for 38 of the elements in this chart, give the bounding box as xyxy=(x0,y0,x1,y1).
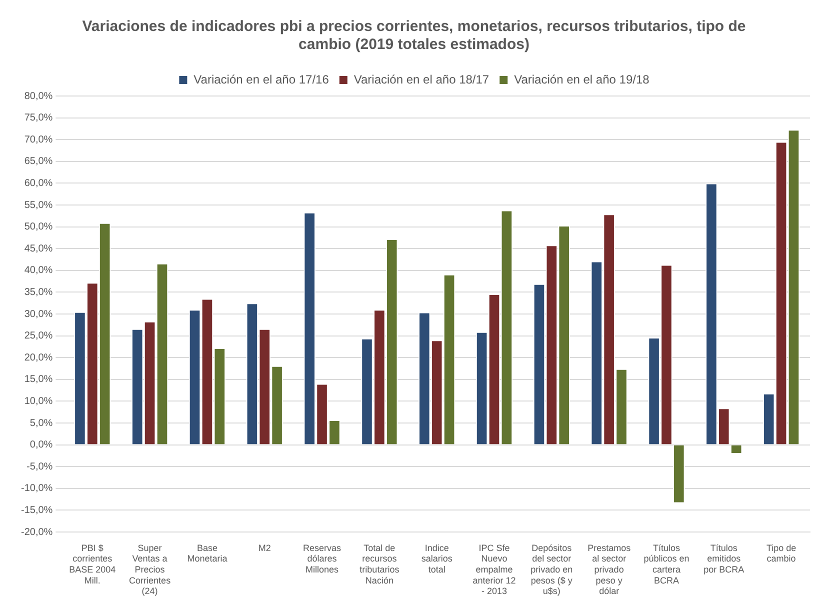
y-tick-label: 80,0% xyxy=(24,90,53,102)
y-tick-label: 0,0% xyxy=(30,440,53,451)
y-tick-label: 55,0% xyxy=(24,200,53,211)
x-tick-label: Títulos emitidos por BCRA xyxy=(704,542,744,574)
chart-title: Variaciones de indicadores pbi a precios corrientes, monetarios, recursos tributarios, tipo de cambio (2019 totales estimados) xyxy=(82,18,746,54)
x-tick-label: Tipo de cambio xyxy=(766,542,796,564)
y-tick-label: 5,0% xyxy=(30,418,53,429)
legend-label: Variación en el año 17/16 xyxy=(194,72,330,86)
x-tick-label: Reservas dólares Millones xyxy=(303,542,342,574)
y-tick-label: 40,0% xyxy=(24,265,53,276)
y-tick-label: 35,0% xyxy=(24,286,53,298)
x-tick-label: Prestamos al sector privado peso y dólar xyxy=(588,542,632,596)
x-tick-label: Super Ventas a Precios Corrientes (24) xyxy=(129,542,172,596)
legend-label: Variación en el año 18/17 xyxy=(354,72,490,86)
y-tick-label: 10,0% xyxy=(24,396,53,407)
y-tick-label: 65,0% xyxy=(24,156,53,168)
x-tick-label: Total de recursos tributarios Nación xyxy=(360,542,400,586)
y-tick-label: 30,0% xyxy=(24,308,53,320)
y-tick-label: 25,0% xyxy=(24,330,53,342)
x-tick-label: M2 xyxy=(258,542,271,553)
x-tick-label: Base Monetaria xyxy=(187,542,228,564)
y-tick-label: 45,0% xyxy=(24,243,53,254)
x-tick-label: Depósitos del sector privado en pesos ($ y u$s) xyxy=(530,542,573,596)
y-tick-label: 60,0% xyxy=(24,178,53,189)
x-tick-label: Indice salarios total xyxy=(421,542,453,574)
y-tick-label: -10,0% xyxy=(20,483,53,494)
y-tick-label: 50,0% xyxy=(24,222,53,233)
y-tick-label: -20,0% xyxy=(20,526,53,538)
y-tick-label: 75,0% xyxy=(24,112,53,124)
y-tick-label: 20,0% xyxy=(24,352,53,364)
y-tick-label: 70,0% xyxy=(24,134,53,146)
legend-label: Variación en el año 19/18 xyxy=(514,72,650,86)
x-tick-label: PBI $ corrientes BASE 2004 Mill. xyxy=(69,542,116,586)
x-tick-label: Títulos públicos en cartera BCRA xyxy=(644,542,690,586)
x-tick-label: IPC Sfe Nuevo empalme anterior 12 - 2013 xyxy=(472,542,516,596)
y-tick-label: -15,0% xyxy=(20,504,53,516)
y-tick-label: -5,0% xyxy=(26,461,53,472)
y-tick-label: 15,0% xyxy=(24,374,53,386)
